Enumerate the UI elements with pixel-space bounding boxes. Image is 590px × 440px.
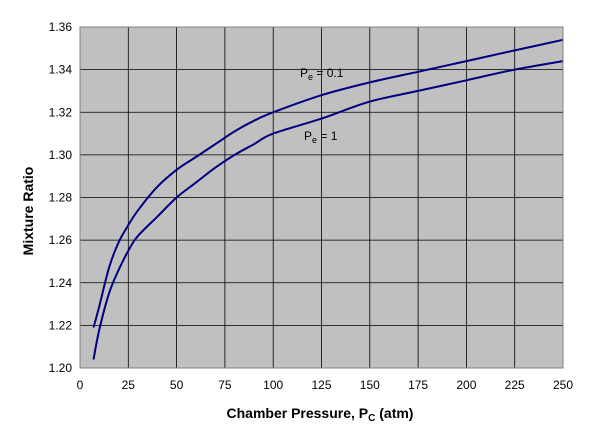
series-label-2: Pe = 1 <box>304 129 338 145</box>
x-tick-label: 0 <box>77 378 84 392</box>
x-tick-label: 225 <box>505 378 525 392</box>
y-tick-label: 1.30 <box>49 148 73 162</box>
y-tick-label: 1.26 <box>49 233 73 247</box>
x-tick-label: 150 <box>360 378 380 392</box>
x-tick-label: 175 <box>408 378 428 392</box>
y-tick-label: 1.32 <box>49 105 73 119</box>
y-tick-label: 1.20 <box>49 361 73 375</box>
x-tick-label: 50 <box>170 378 184 392</box>
series-annotations: Pe = 0.1 Pe = 1 <box>300 66 344 145</box>
y-tick-label: 1.34 <box>49 63 73 77</box>
y-tick-label: 1.24 <box>49 276 73 290</box>
series-line-2 <box>92 60 564 360</box>
x-tick-label: 100 <box>263 378 283 392</box>
x-tick-label: 75 <box>218 378 232 392</box>
series-lines <box>92 38 564 360</box>
x-tick-label: 250 <box>553 378 573 392</box>
y-tick-label: 1.36 <box>49 20 73 34</box>
x-axis-title: Chamber Pressure, PC (atm) <box>227 405 414 424</box>
x-tick-label: 125 <box>311 378 331 392</box>
series-line-1 <box>92 38 564 328</box>
y-tick-label: 1.22 <box>49 318 73 332</box>
y-tick-label: 1.28 <box>49 191 73 205</box>
x-tick-labels: 0 25 50 75 100 125 150 175 200 225 250 <box>77 378 574 392</box>
y-tick-labels: 1.20 1.22 1.24 1.26 1.28 1.30 1.32 1.34 1.36 <box>49 20 73 375</box>
y-axis-title: Mixture Ratio <box>20 167 36 256</box>
series-label-1: Pe = 0.1 <box>300 66 344 82</box>
plot-border <box>79 26 564 369</box>
x-tick-label: 200 <box>456 378 476 392</box>
x-tick-label: 25 <box>122 378 136 392</box>
